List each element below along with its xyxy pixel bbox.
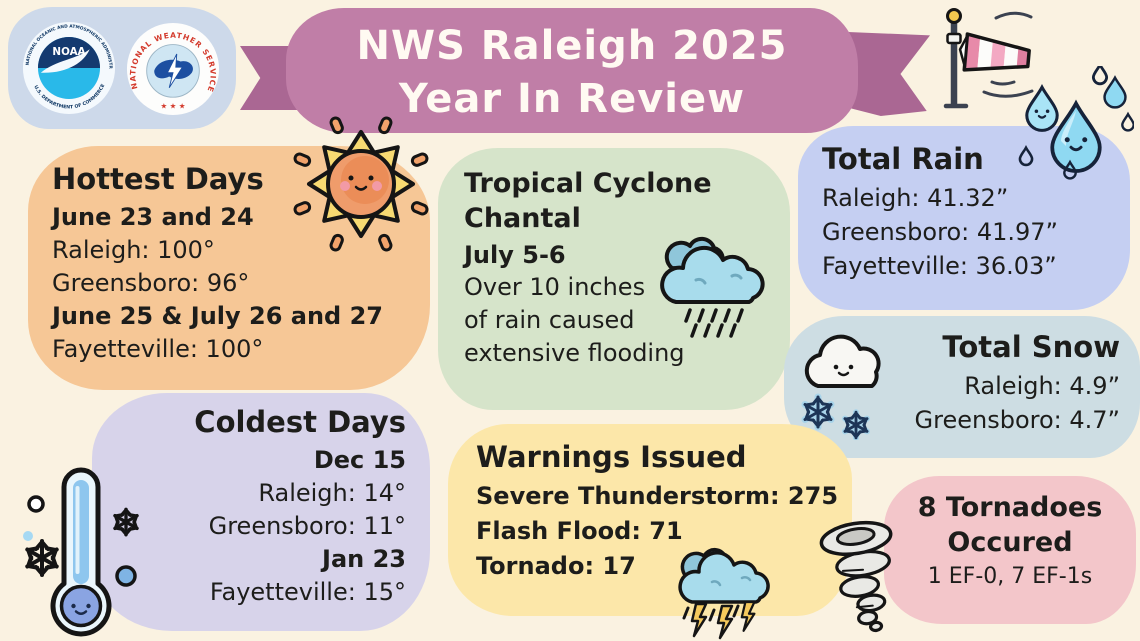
hottest-days-line: June 23 and 24 bbox=[52, 203, 254, 231]
tornadoes-detail: 1 EF-0, 7 EF-1s bbox=[927, 564, 1093, 589]
warnings-line: Tornado: 17 bbox=[476, 552, 636, 580]
hottest-days-line: Greensboro: 96° bbox=[52, 269, 250, 297]
total-rain-line: Fayetteville: 36.03” bbox=[822, 252, 1057, 280]
section-tropical-cyclone: Tropical Cyclone Chantal July 5-6 Over 1… bbox=[438, 148, 790, 410]
coldest-days-line: Dec 15 bbox=[313, 446, 406, 474]
warnings-line: Flash Flood: 71 bbox=[476, 517, 683, 545]
page-title-line2: Year In Review bbox=[398, 76, 746, 122]
hottest-days-line: Raleigh: 100° bbox=[52, 236, 215, 264]
coldest-days-line: Fayetteville: 15° bbox=[209, 578, 406, 606]
chantal-body-line: Over 10 inches bbox=[464, 273, 646, 301]
total-snow-title: Total Snow bbox=[942, 330, 1120, 364]
chantal-body-line: of rain caused bbox=[464, 306, 635, 334]
total-rain-title: Total Rain bbox=[822, 142, 984, 176]
tornadoes-title-line1: 8 Tornadoes bbox=[917, 492, 1103, 523]
section-coldest-days: Coldest Days Dec 15 Raleigh: 14° Greensb… bbox=[92, 393, 430, 631]
warnings-title: Warnings Issued bbox=[476, 440, 747, 474]
hottest-days-line: Fayetteville: 100° bbox=[52, 335, 264, 363]
total-snow-line: Raleigh: 4.9” bbox=[964, 372, 1120, 400]
hottest-days-line: June 25 & July 26 and 27 bbox=[52, 302, 383, 330]
noaa-logo: NATIONAL OCEANIC AND ATMOSPHERIC ADMINIS… bbox=[22, 21, 116, 115]
hottest-days-title: Hottest Days bbox=[52, 162, 264, 196]
sun-icon bbox=[293, 116, 429, 252]
warnings-line: Severe Thunderstorm: 275 bbox=[476, 482, 839, 510]
coldest-days-line: Greensboro: 11° bbox=[208, 512, 406, 540]
thermometer-icon bbox=[23, 467, 139, 637]
total-snow-line: Greensboro: 4.7” bbox=[914, 406, 1120, 434]
chantal-title-line2: Chantal bbox=[464, 203, 581, 234]
chantal-body-line: extensive flooding bbox=[464, 339, 685, 367]
section-warnings-issued: Warnings Issued Severe Thunderstorm: 275… bbox=[448, 424, 852, 616]
coldest-days-line: Raleigh: 14° bbox=[258, 479, 406, 507]
nws-logo: NATIONAL WEATHER SERVICE ★ ★ ★ bbox=[126, 22, 220, 116]
total-rain-line: Greensboro: 41.97” bbox=[822, 218, 1058, 246]
nws-stars: ★ ★ ★ bbox=[161, 101, 186, 110]
rain-cloud-icon bbox=[660, 236, 765, 338]
snow-cloud-icon bbox=[801, 334, 881, 440]
logo-panel: NATIONAL OCEANIC AND ATMOSPHERIC ADMINIS… bbox=[8, 7, 236, 129]
coldest-days-line: Jan 23 bbox=[322, 545, 406, 573]
page-title-line1: NWS Raleigh 2025 bbox=[356, 23, 788, 69]
coldest-days-title: Coldest Days bbox=[194, 405, 406, 439]
title-banner: NWS Raleigh 2025 Year In Review bbox=[286, 8, 858, 133]
noaa-name: NOAA bbox=[52, 46, 85, 58]
raindrops-icon bbox=[1018, 66, 1134, 180]
windsock-icon bbox=[943, 8, 1034, 109]
chantal-title-line1: Tropical Cyclone bbox=[464, 168, 712, 199]
tornado-icon bbox=[819, 520, 893, 633]
storm-cloud-icon bbox=[678, 547, 770, 640]
tornadoes-title-line2: Occured bbox=[947, 527, 1073, 558]
ribbon-tail-right bbox=[848, 32, 930, 116]
section-tornadoes: 8 Tornadoes Occured 1 EF-0, 7 EF-1s bbox=[884, 476, 1136, 624]
chantal-dates: July 5-6 bbox=[464, 241, 566, 269]
total-rain-line: Raleigh: 41.32” bbox=[822, 184, 1009, 212]
section-total-rain: Total Rain Raleigh: 41.32” Greensboro: 4… bbox=[798, 126, 1130, 310]
